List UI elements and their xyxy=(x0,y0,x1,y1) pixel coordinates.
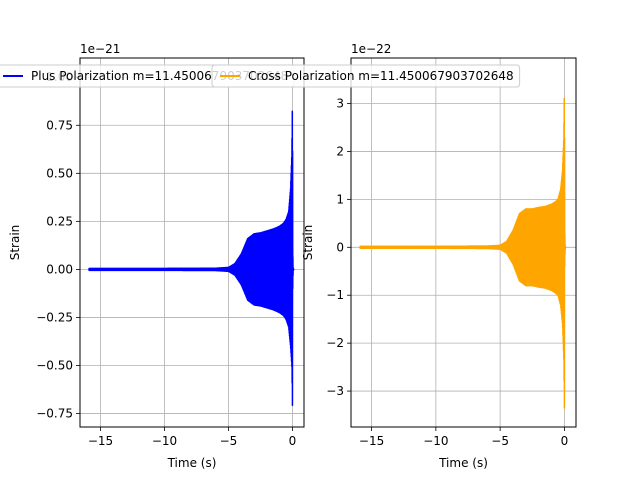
plus-y-axis-label: Strain xyxy=(8,225,22,261)
plus-series xyxy=(88,110,295,407)
cross-x-tick-label: 0 xyxy=(561,434,569,448)
cross-legend-box xyxy=(211,64,521,88)
cross-y-offset-text: 1e−22 xyxy=(351,42,391,56)
plus-x-tick-label: −10 xyxy=(152,434,177,448)
cross-y-tick-label: 3 xyxy=(336,97,344,111)
cross-series xyxy=(359,97,567,409)
plus-y-tick-label: 0.75 xyxy=(46,118,73,132)
plus-y-tick-label: −0.25 xyxy=(36,310,73,324)
plus-y-tick-label: 0.50 xyxy=(46,166,73,180)
cross-strain-line xyxy=(359,97,567,409)
cross-y-tick-label: 0 xyxy=(336,240,344,254)
plus-x-ticks: −15 −10 −5 0 xyxy=(88,427,296,448)
cross-legend-label: Cross Polarization m=11.450067903702648 xyxy=(248,69,514,83)
cross-x-tick-label: −10 xyxy=(423,434,448,448)
plus-y-tick-label: 0.00 xyxy=(46,262,73,276)
cross-y-axis-label: Strain xyxy=(301,225,315,261)
cross-y-tick-label: −2 xyxy=(326,336,344,350)
cross-y-tick-label: 2 xyxy=(336,144,344,158)
plus-axes-frame xyxy=(79,57,305,428)
plus-x-tick-label: 0 xyxy=(289,434,297,448)
cross-x-axis-label: Time (s) xyxy=(438,456,488,470)
plus-strain-line xyxy=(88,110,295,407)
cross-y-tick-label: −1 xyxy=(326,288,344,302)
cross-x-ticks: −15 −10 −5 0 xyxy=(359,427,568,448)
plus-y-offset-text: 1e−21 xyxy=(80,42,120,56)
plus-y-tick-label: 0.25 xyxy=(46,214,73,228)
cross-x-tick-label: −5 xyxy=(491,434,509,448)
cross-legend: Cross Polarization m=11.450067903702648 xyxy=(211,64,521,88)
plus-x-tick-label: −5 xyxy=(220,434,238,448)
cross-y-tick-label: 1 xyxy=(336,192,344,206)
plus-y-tick-label: −0.75 xyxy=(36,407,73,421)
cross-axes-frame xyxy=(350,57,577,428)
plus-x-axis-label: Time (s) xyxy=(167,456,217,470)
cross-y-tick-label: −3 xyxy=(326,384,344,398)
plus-y-tick-label: −0.50 xyxy=(36,359,73,373)
cross-x-tick-label: −15 xyxy=(359,434,384,448)
plus-x-tick-label: −15 xyxy=(88,434,113,448)
cross-y-ticks: −3 −2 −1 0 1 2 3 xyxy=(326,97,351,398)
